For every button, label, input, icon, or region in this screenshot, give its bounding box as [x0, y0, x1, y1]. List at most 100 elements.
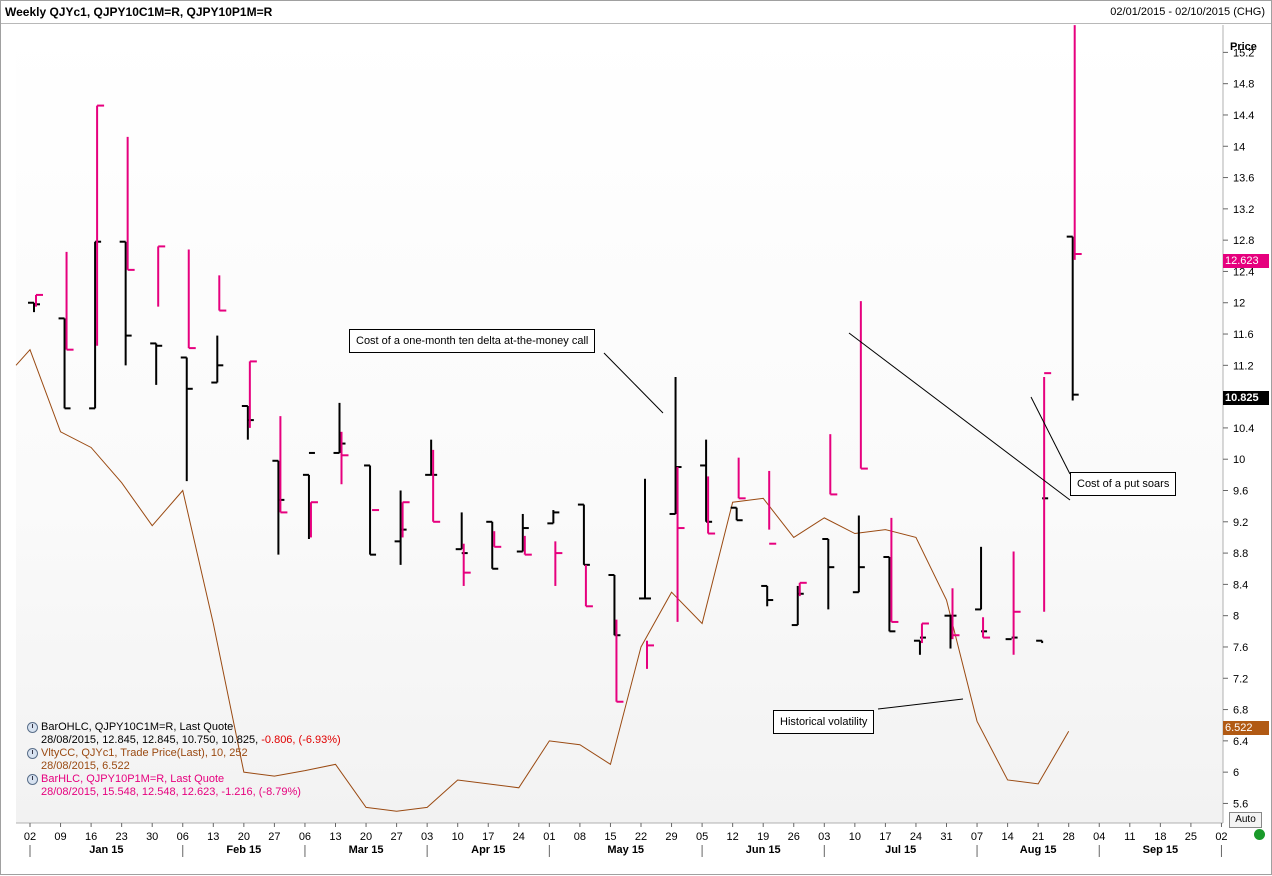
- x-tick-label: 29: [665, 831, 677, 843]
- y-tick-label: 5.6: [1233, 798, 1248, 810]
- put-hlc-bar: [157, 245, 166, 307]
- put-hlc-bar: [523, 535, 532, 556]
- month-label: Mar 15: [349, 844, 384, 856]
- call-ohlc-bar: [241, 405, 254, 440]
- x-tick-label: 22: [635, 831, 647, 843]
- status-indicator-icon: [1254, 829, 1265, 840]
- x-tick-label: 31: [940, 831, 952, 843]
- put-hlc-bar: [676, 467, 685, 622]
- put-hlc-bar: [309, 501, 318, 538]
- y-tick-label: 11.2: [1233, 360, 1254, 372]
- callout-put-leader: [848, 332, 1071, 501]
- legend-vol-title: VltyCC, QJYc1, Trade Price(Last), 10, 25…: [41, 747, 248, 759]
- y-tick-label: 12.8: [1233, 235, 1254, 247]
- y-tick-label: 10: [1233, 454, 1245, 466]
- y-tick-label: 9.6: [1233, 486, 1248, 498]
- x-tick-label: 11: [1124, 831, 1135, 843]
- x-tick-label: 10: [452, 831, 464, 843]
- put-hlc-bar: [859, 301, 868, 470]
- put-hlc-bar: [920, 622, 929, 644]
- month-label: Feb 15: [226, 844, 261, 856]
- put-hlc-bar: [65, 251, 74, 351]
- x-tick-label: 18: [1154, 831, 1166, 843]
- put-hlc-bar: [554, 541, 563, 586]
- x-tick-label: 01: [543, 831, 555, 843]
- put-hlc-bar: [432, 449, 441, 523]
- legend-call-change: -0.806, (-6.93%): [261, 734, 341, 746]
- call-ohlc-bar: [180, 356, 193, 482]
- x-tick-label: 13: [329, 831, 341, 843]
- y-tick-label: 8.4: [1233, 579, 1248, 591]
- month-label: Sep 15: [1143, 844, 1178, 856]
- call-ohlc-bar: [975, 546, 988, 633]
- call-ohlc-bar: [486, 520, 499, 570]
- call-last-price-tag: 10.825: [1223, 391, 1269, 405]
- x-tick-label: 02: [24, 831, 36, 843]
- legend-put-values: 28/08/2015, 15.548, 12.548, 12.623, -1.2…: [41, 786, 301, 798]
- put-hlc-bar: [462, 543, 471, 586]
- y-axis-title: Price: [1230, 41, 1257, 53]
- x-tick-label: 03: [818, 831, 830, 843]
- legend-call-ohlc: 12.845, 12.845, 10.750, 10.825,: [102, 734, 259, 746]
- put-hlc-bar: [646, 640, 654, 669]
- put-hlc-bar: [96, 104, 105, 346]
- put-hlc-bar: [737, 457, 746, 500]
- month-label: Jun 15: [746, 844, 781, 856]
- x-tick-label: 26: [788, 831, 800, 843]
- x-tick-label: 10: [849, 831, 861, 843]
- legend-call[interactable]: BarOHLC, QJPY10C1M=R, Last Quote: [27, 721, 341, 734]
- x-tick-label: 20: [360, 831, 372, 843]
- y-tick-label: 10.4: [1233, 423, 1254, 435]
- call-ohlc-bar: [516, 513, 529, 553]
- legend-vol[interactable]: VltyCC, QJYc1, Trade Price(Last), 10, 25…: [27, 747, 341, 760]
- callout-put-leader: [1030, 396, 1071, 475]
- legend-put-title: BarHLC, QJPY10P1M=R, Last Quote: [41, 773, 225, 785]
- plot-area[interactable]: [16, 25, 1223, 823]
- clock-icon: [27, 722, 38, 733]
- y-tick-label: 9.2: [1233, 517, 1248, 529]
- call-ohlc-bar: [211, 335, 224, 384]
- put-hlc-bar: [890, 517, 899, 623]
- call-ohlc-bar: [1036, 497, 1049, 644]
- x-tick-label: 16: [85, 831, 97, 843]
- clock-icon: [27, 748, 38, 759]
- call-ohlc-bar: [119, 240, 132, 366]
- call-ohlc-bar: [302, 451, 315, 540]
- legend-call-title: BarOHLC, QJPY10C1M=R, Last Quote: [41, 721, 234, 733]
- vol-last-price-tag: 6.522: [1223, 721, 1269, 735]
- date-range-label[interactable]: 02/01/2015 - 02/10/2015 (CHG): [1110, 6, 1265, 18]
- x-tick-label: 24: [513, 831, 525, 843]
- call-ohlc-bar: [1005, 636, 1018, 641]
- y-tick-label: 8: [1233, 611, 1239, 623]
- legend-put[interactable]: BarHLC, QJPY10P1M=R, Last Quote: [27, 773, 341, 786]
- call-ohlc-bar: [577, 503, 590, 566]
- legend-call-values: 28/08/2015, 12.845, 12.845, 10.750, 10.8…: [27, 734, 341, 747]
- callout-vol-leader: [877, 698, 964, 710]
- x-tick-label: 07: [971, 831, 983, 843]
- put-hlc-bar: [982, 617, 991, 639]
- call-ohlc-bar: [730, 506, 743, 522]
- call-ohlc-series: [28, 235, 1079, 655]
- call-ohlc-bar: [1066, 235, 1079, 401]
- x-tick-label: 13: [207, 831, 219, 843]
- x-tick-label: 30: [146, 831, 158, 843]
- put-hlc-bar: [1073, 25, 1082, 260]
- auto-scale-button[interactable]: Auto: [1229, 812, 1262, 828]
- callout-leaders: [603, 332, 1071, 710]
- y-tick-label: 15.2: [1233, 47, 1254, 59]
- month-label: Aug 15: [1020, 844, 1057, 856]
- put-hlc-bar: [218, 275, 227, 312]
- y-tick-label: 6.4: [1233, 736, 1248, 748]
- put-hlc-bar: [584, 564, 593, 608]
- call-ohlc-bar: [150, 342, 163, 385]
- legend-call-date: 28/08/2015,: [41, 734, 100, 746]
- clock-icon: [27, 774, 38, 785]
- put-hlc-bar: [187, 249, 196, 350]
- call-ohlc-bar: [639, 478, 651, 600]
- call-ohlc-bar: [58, 317, 71, 410]
- month-label: Jul 15: [885, 844, 916, 856]
- y-tick-label: 8.8: [1233, 548, 1248, 560]
- call-ohlc-bar: [822, 538, 835, 610]
- x-tick-label: 14: [1001, 831, 1013, 843]
